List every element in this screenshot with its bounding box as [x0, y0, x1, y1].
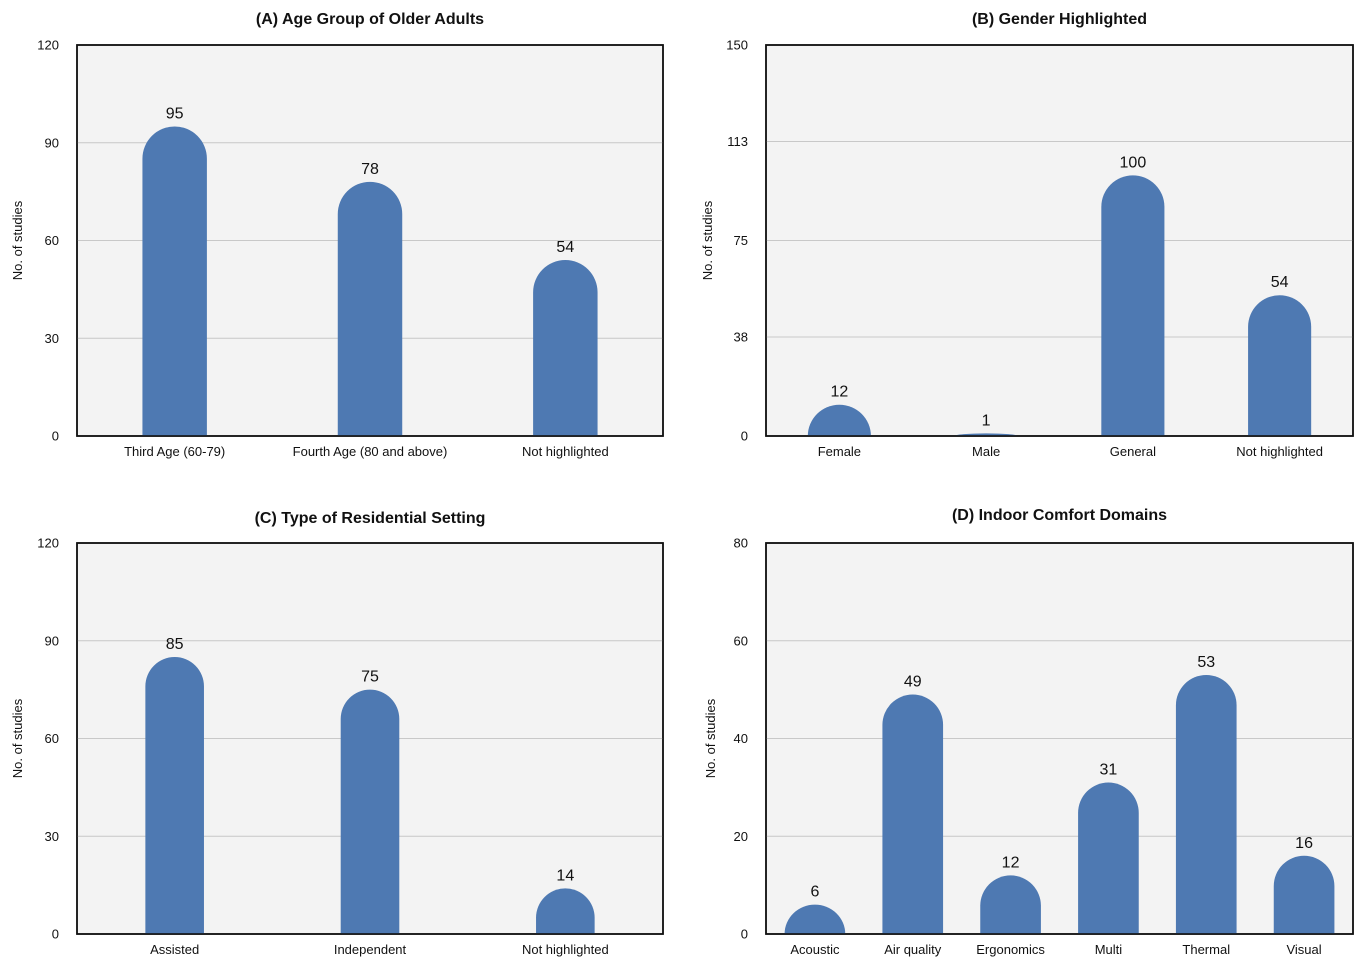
y-tick-label: 60 [734, 633, 748, 648]
y-axis-label: No. of studies [10, 200, 25, 280]
bar [1175, 674, 1237, 934]
y-tick-label: 0 [52, 927, 59, 942]
y-tick-label: 75 [734, 233, 748, 248]
x-tick-label: Acoustic [790, 942, 840, 957]
y-tick-label: 0 [741, 927, 748, 942]
y-tick-label: 30 [45, 331, 59, 346]
x-tick-label: Thermal [1182, 942, 1230, 957]
y-tick-label: 120 [37, 536, 59, 551]
bar [536, 888, 595, 934]
chart-title: (A) Age Group of Older Adults [256, 11, 484, 28]
y-tick-label: 30 [45, 829, 59, 844]
y-tick-label: 60 [45, 233, 59, 248]
y-axis-label: No. of studies [703, 698, 718, 778]
y-tick-label: 0 [52, 429, 59, 444]
y-tick-label: 20 [734, 829, 748, 844]
chart-panel-1: 0 30 60 90 120 (A) Age Group of Older Adults N… [10, 11, 664, 459]
x-tick-label: Male [972, 444, 1000, 459]
x-tick-label: Female [818, 444, 861, 459]
data-label: 54 [556, 239, 574, 256]
y-axis-label: No. of studies [700, 200, 715, 280]
bar [1273, 855, 1335, 934]
y-tick-label: 150 [726, 38, 748, 53]
data-label: 54 [1271, 274, 1289, 291]
y-tick-label: 80 [734, 536, 748, 551]
bar [1101, 175, 1165, 436]
chart-panel-4: 0 20 40 60 80 (D) Indoor Comfort Domains No. o… [703, 507, 1354, 957]
plot-frame [765, 44, 1354, 437]
y-tick-label: 90 [45, 135, 59, 150]
bar [784, 904, 846, 934]
data-label: 95 [166, 105, 184, 122]
bar [145, 657, 204, 934]
data-label: 12 [1002, 854, 1020, 871]
bar [882, 694, 944, 934]
y-tick-label: 60 [45, 731, 59, 746]
x-tick-label: Not highlighted [522, 444, 609, 459]
chart-panel-3: 0 30 60 90 120 (C) Type of Residential Settin… [10, 510, 664, 957]
x-tick-label: Air quality [884, 942, 942, 957]
chart-title: (B) Gender Highlighted [972, 11, 1147, 28]
bar [980, 875, 1041, 934]
x-tick-label: General [1110, 444, 1156, 459]
data-label: 78 [361, 161, 379, 178]
x-tick-label: Independent [334, 942, 407, 957]
plot-frame [765, 542, 1354, 935]
chart-title: (C) Type of Residential Setting [255, 510, 486, 527]
bar [807, 404, 871, 436]
bar [533, 260, 598, 436]
data-label: 49 [904, 674, 922, 691]
y-tick-label: 90 [45, 633, 59, 648]
x-tick-label: Visual [1286, 942, 1321, 957]
x-tick-label: Ergonomics [976, 942, 1045, 957]
data-label: 12 [830, 384, 848, 401]
data-label: 6 [810, 884, 819, 901]
y-tick-label: 38 [734, 329, 748, 344]
data-label: 1 [982, 412, 991, 429]
data-label: 14 [556, 867, 574, 884]
data-label: 100 [1120, 154, 1147, 171]
plot-frame [76, 44, 664, 437]
x-tick-label: Not highlighted [1236, 444, 1323, 459]
data-label: 85 [166, 636, 184, 653]
bar [337, 181, 403, 436]
x-tick-label: Multi [1095, 942, 1123, 957]
y-axis-label: No. of studies [10, 698, 25, 778]
data-label: 16 [1295, 835, 1313, 852]
bar [142, 126, 207, 436]
chart-title: (D) Indoor Comfort Domains [952, 507, 1167, 524]
y-tick-label: 113 [727, 134, 748, 149]
x-tick-label: Third Age (60-79) [124, 444, 225, 459]
data-label: 53 [1197, 654, 1215, 671]
y-tick-label: 40 [734, 731, 748, 746]
bar [1248, 295, 1312, 436]
x-tick-label: Assisted [150, 942, 199, 957]
data-label: 75 [361, 669, 379, 686]
x-tick-label: Not highlighted [522, 942, 609, 957]
bar [1078, 782, 1139, 934]
y-tick-label: 120 [37, 38, 59, 53]
chart-panel-2: 0 38 75 113 150 (B) Gender Highlighted No. of … [700, 11, 1354, 459]
y-tick-label: 0 [741, 429, 748, 444]
data-label: 31 [1100, 761, 1118, 778]
plot-frame [76, 542, 664, 935]
x-tick-label: Fourth Age (80 and above) [293, 444, 448, 459]
bar [340, 689, 400, 934]
